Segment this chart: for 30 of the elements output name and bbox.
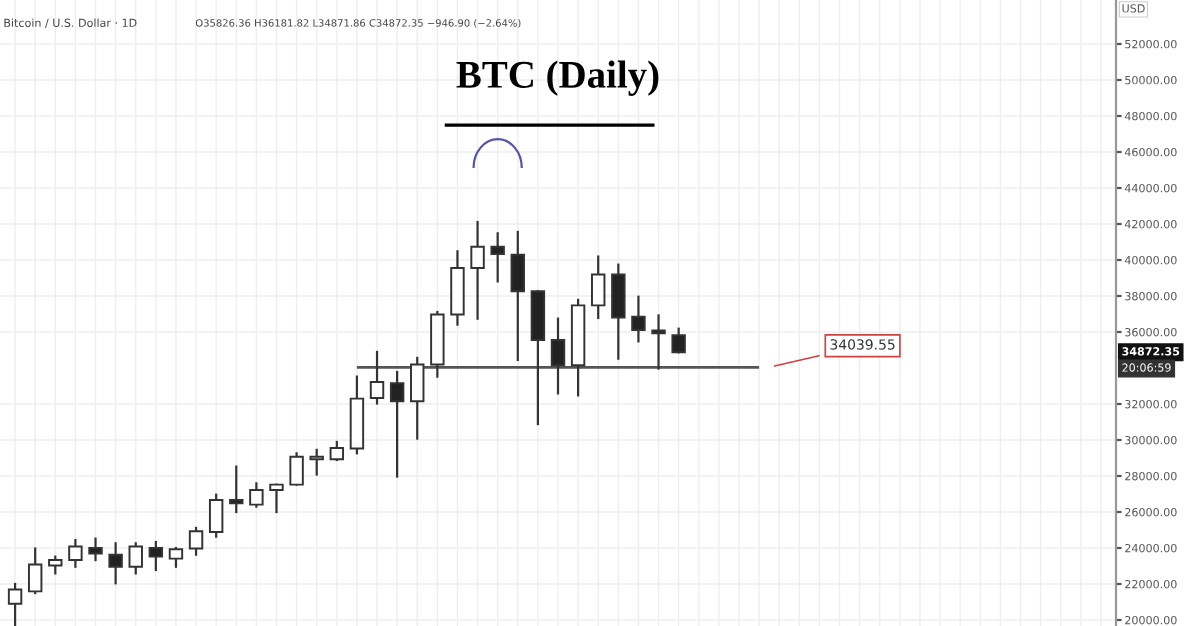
- candlestick: [490, 232, 505, 283]
- candlestick: [450, 250, 465, 326]
- candlestick: [168, 546, 184, 568]
- candlestick: [470, 220, 485, 320]
- candlestick: [249, 482, 264, 508]
- candlestick: [269, 483, 284, 514]
- candlestick: [389, 370, 405, 478]
- candlestick: [510, 230, 525, 362]
- candlestick: [631, 295, 646, 343]
- candlestick: [611, 263, 626, 360]
- candlestick: [7, 582, 23, 626]
- text: BTC (Daily): [456, 60, 659, 96]
- candlestick: [27, 547, 43, 595]
- candlestick: [108, 542, 123, 585]
- candlestick: [208, 493, 224, 538]
- candlestick: [671, 327, 686, 354]
- candlestick: [188, 526, 204, 556]
- candlestick: [68, 538, 83, 568]
- candlestick: [651, 314, 666, 370]
- candlestick: [289, 452, 304, 486]
- candlestick: [369, 350, 385, 405]
- candlestick: [229, 465, 244, 514]
- candlestick: [88, 537, 103, 562]
- candlestick: [128, 542, 143, 575]
- candlestick: [591, 255, 606, 320]
- candlestick: [148, 540, 164, 572]
- candlestick: [329, 440, 345, 462]
- candlestick: [550, 317, 566, 395]
- candlestick: [309, 448, 324, 476]
- candlestick: [410, 356, 425, 440]
